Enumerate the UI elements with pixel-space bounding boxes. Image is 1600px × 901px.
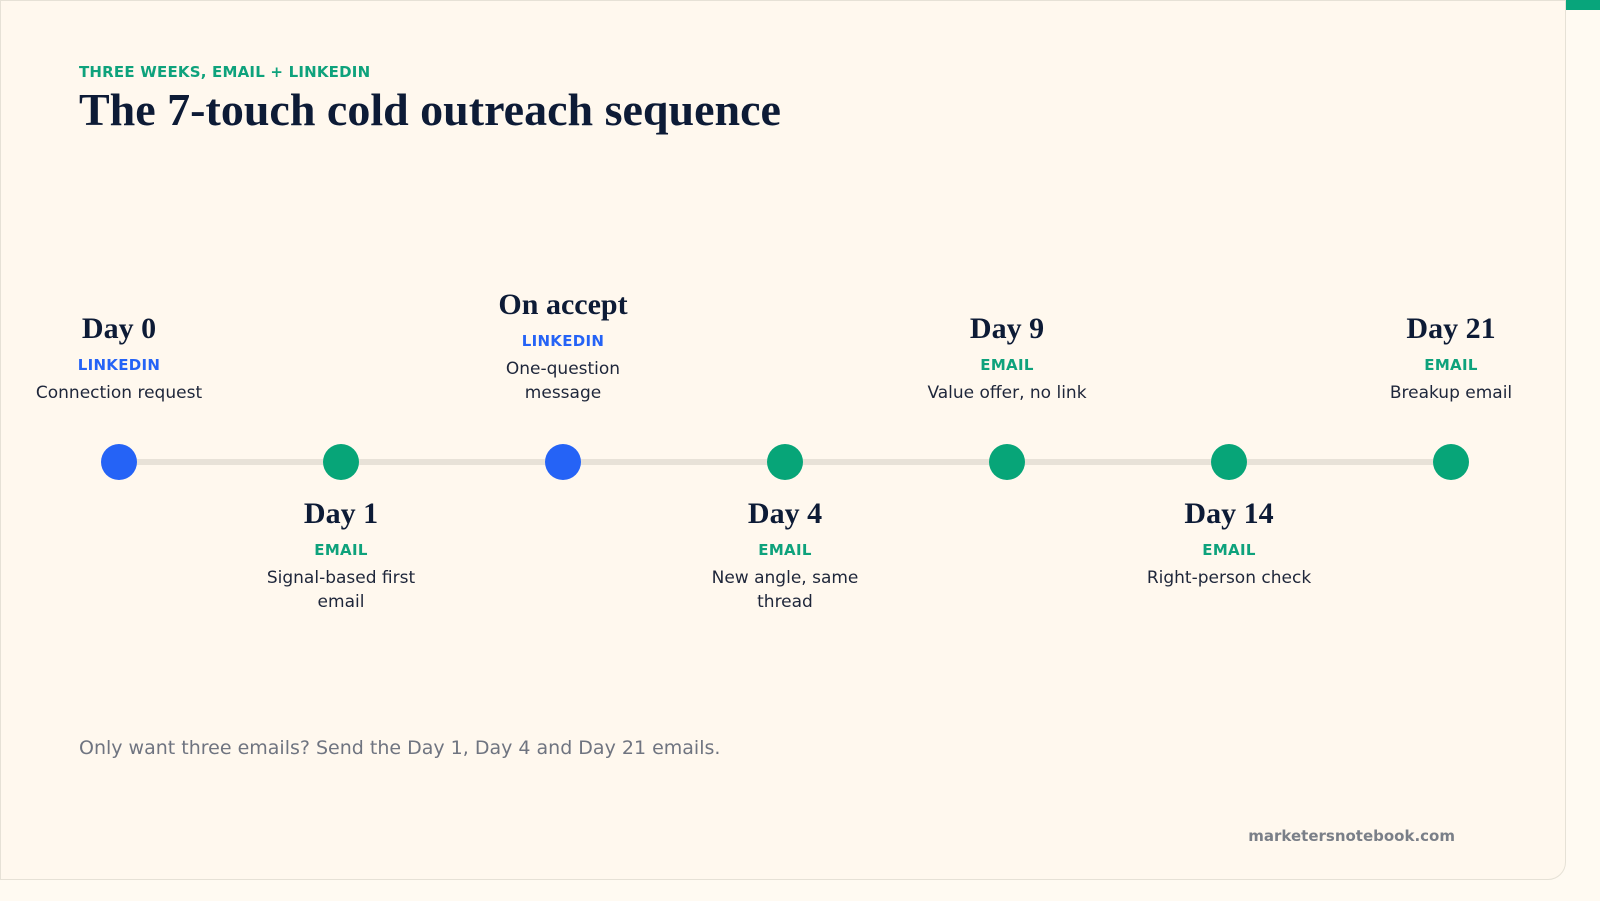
step-day-0-channel: LINKEDIN [77,356,161,374]
timeline-dot-on-accept [545,444,581,480]
step-on-accept-description: One-question message [505,359,621,403]
eyebrow-label: THREE WEEKS, EMAIL + LINKEDIN [79,63,371,81]
timeline-dot-day-14 [1211,444,1247,480]
step-day-21-channel: EMAIL [1424,356,1478,374]
step-on-accept-title: On accept [498,288,628,321]
step-day-21: Day 21 EMAIL Breakup email [1331,311,1571,405]
step-day-14: Day 14 EMAIL Right-person check [1109,496,1349,590]
step-day-9-description: Value offer, no link [927,383,1087,403]
slide-card: THREE WEEKS, EMAIL + LINKEDIN The 7-touc… [0,0,1566,880]
step-day-9-channel: EMAIL [980,356,1034,374]
step-day-9-title: Day 9 [969,312,1045,345]
step-day-4-title: Day 4 [747,497,823,530]
step-day-0-title: Day 0 [81,312,157,345]
timeline-dot-day-21 [1433,444,1469,480]
step-day-14-channel: EMAIL [1202,541,1256,559]
step-day-21-title: Day 21 [1406,312,1496,345]
step-day-0-description: Connection request [35,383,203,403]
step-day-4: Day 4 EMAIL New angle, same thread [665,496,905,614]
step-on-accept: On accept LINKEDIN One-question message [443,287,683,405]
step-day-1-channel: EMAIL [314,541,368,559]
timeline-dot-day-4 [767,444,803,480]
brand-url: marketersnotebook.com [1248,827,1455,845]
step-day-14-description: Right-person check [1146,568,1312,588]
timeline-dot-day-0 [101,444,137,480]
step-day-0: Day 0 LINKEDIN Connection request [0,311,239,405]
step-day-4-channel: EMAIL [758,541,812,559]
timeline-dot-day-1 [323,444,359,480]
step-on-accept-channel: LINKEDIN [521,332,605,350]
step-day-4-description: New angle, same thread [711,568,859,612]
step-day-1-title: Day 1 [303,497,379,530]
timeline-dot-day-9 [989,444,1025,480]
step-day-1-description: Signal-based first email [266,568,416,612]
step-day-1: Day 1 EMAIL Signal-based first email [221,496,461,614]
footnote: Only want three emails? Send the Day 1, … [79,737,721,759]
step-day-14-title: Day 14 [1184,497,1274,530]
page-title: The 7-touch cold outreach sequence [79,84,781,135]
step-day-9: Day 9 EMAIL Value offer, no link [887,311,1127,405]
step-day-21-description: Breakup email [1389,383,1513,403]
